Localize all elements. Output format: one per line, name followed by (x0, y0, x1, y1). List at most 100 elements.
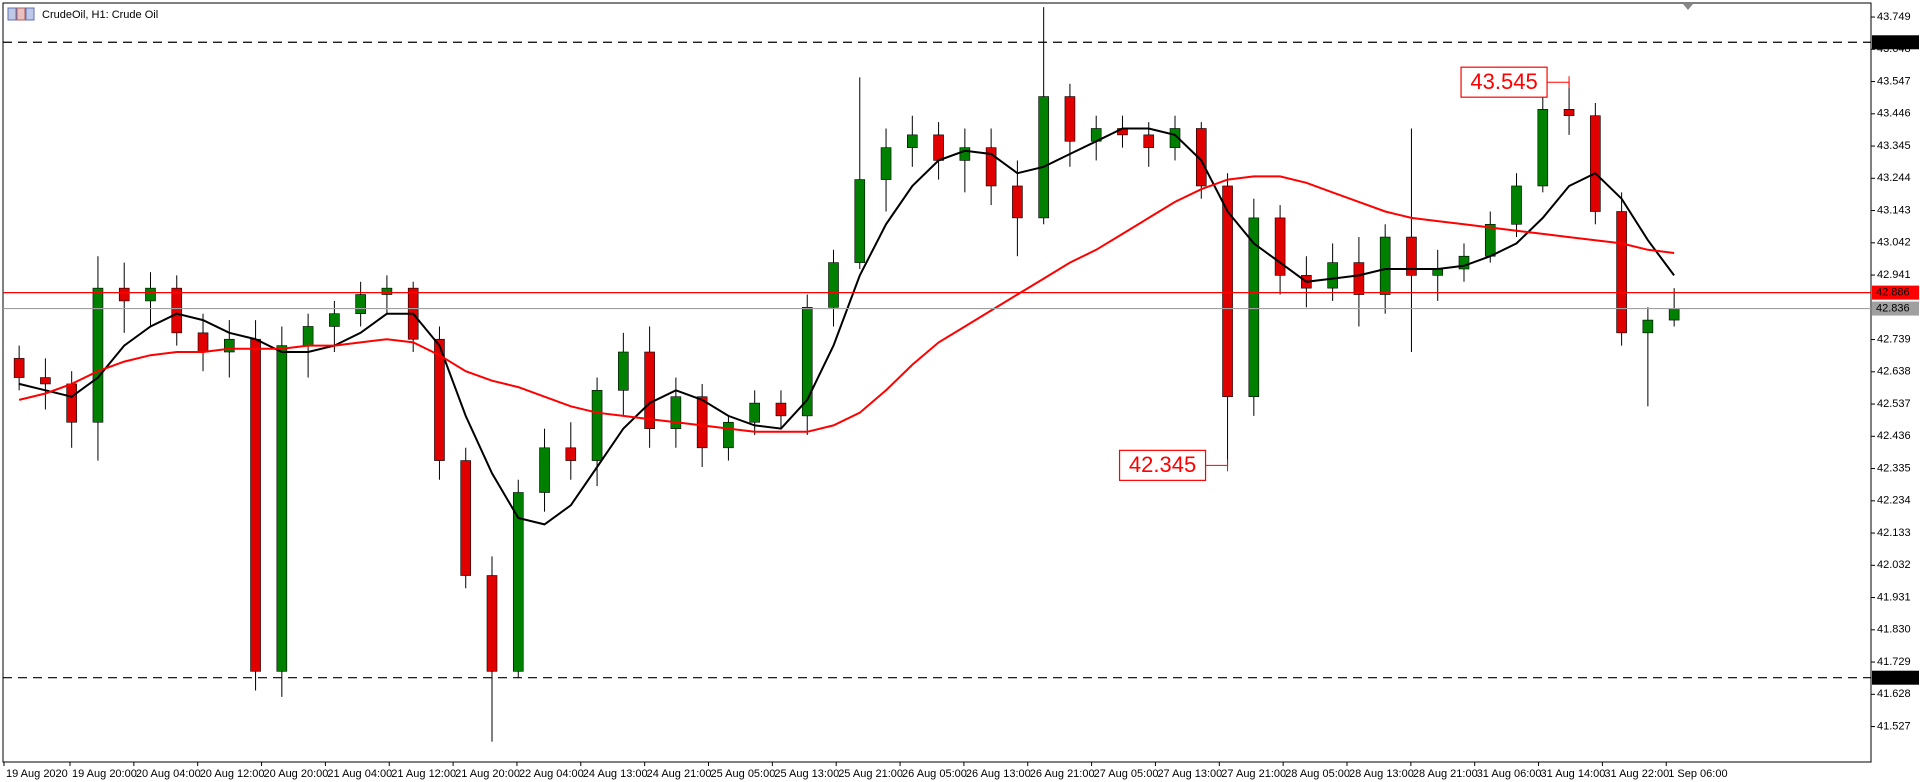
candle-body-down (933, 134, 944, 161)
x-tick-label: 25 Aug 13:00 (774, 768, 839, 780)
x-tick-label: 27 Aug 21:00 (1221, 768, 1286, 780)
x-tick-label: 31 Aug 22:00 (1604, 768, 1669, 780)
candle-body-up (591, 390, 603, 461)
x-tick-label: 26 Aug 13:00 (966, 768, 1031, 780)
x-tick-label: 27 Aug 13:00 (1157, 768, 1222, 780)
annotation-box (1460, 66, 1548, 98)
annotation-box (1118, 449, 1207, 481)
candle-body-down (1143, 134, 1155, 148)
scroll-marker (1683, 4, 1693, 10)
price-level-label: 42.836 (1876, 302, 1910, 314)
plot-frame (2, 2, 1872, 763)
candle-body-up (1642, 319, 1654, 334)
candle-body-up (723, 421, 734, 449)
y-tick-label: 41.830 (1877, 624, 1911, 636)
candle-body-down (1563, 109, 1575, 117)
annotation-label: 42.345 (1129, 452, 1196, 477)
candle-body-up (381, 287, 393, 295)
x-tick-label: 22 Aug 04:00 (519, 768, 584, 780)
x-tick-label: 31 Aug 14:00 (1541, 768, 1606, 780)
chart-title: CrudeOil, H1: Crude Oil (42, 9, 158, 21)
y-tick-label: 42.032 (1877, 559, 1911, 571)
x-tick-label: 21 Aug 12:00 (391, 768, 456, 780)
candle-body-up (1511, 185, 1522, 225)
candle-body-up (302, 326, 314, 346)
candle-body-down (460, 460, 472, 576)
candle-body-up (1248, 217, 1260, 398)
x-tick-label: 24 Aug 21:00 (647, 768, 712, 780)
candle-body-down (434, 338, 445, 461)
candle-body-down (1064, 96, 1076, 142)
candle-body-up (907, 134, 918, 148)
y-tick-label: 43.345 (1877, 140, 1911, 152)
candle-body-up (1169, 128, 1181, 148)
price-level-box (1872, 35, 1919, 50)
price-level-box (1872, 285, 1919, 300)
x-tick-label: 28 Aug 21:00 (1413, 768, 1478, 780)
candle-body-up (959, 147, 971, 161)
candle-body-up (1484, 223, 1496, 257)
candle-body-up (145, 287, 156, 302)
y-tick-label: 43.749 (1877, 11, 1911, 23)
price-level-box (1872, 670, 1919, 685)
candle-body-down (486, 575, 498, 672)
candle-body-down (197, 332, 209, 353)
x-tick-label: 28 Aug 05:00 (1285, 768, 1350, 780)
x-tick-label: 20 Aug 20:00 (264, 768, 329, 780)
candle-body-down (1590, 115, 1601, 212)
y-tick-label: 43.143 (1877, 204, 1911, 216)
annotation-label: 43.545 (1470, 69, 1537, 94)
candle-body-up (801, 307, 813, 417)
candle-body-up (1379, 236, 1391, 295)
x-tick-label: 25 Aug 05:00 (711, 768, 776, 780)
x-tick-label: 25 Aug 21:00 (838, 768, 903, 780)
candle-body-up (828, 262, 839, 308)
x-tick-label: 21 Aug 20:00 (455, 768, 520, 780)
y-tick-label: 43.042 (1877, 237, 1911, 249)
x-tick-label: 19 Aug 20:00 (72, 768, 137, 780)
x-tick-label: 26 Aug 21:00 (1030, 768, 1095, 780)
x-tick-label: 21 Aug 04:00 (327, 768, 392, 780)
x-tick-label: 27 Aug 05:00 (1094, 768, 1159, 780)
candle-body-down (1274, 217, 1286, 276)
candle-body-down (696, 396, 708, 449)
candle-body-up (1327, 262, 1338, 289)
y-tick-label: 41.628 (1877, 688, 1911, 700)
candle-body-down (250, 338, 261, 672)
price-level-label: 42.886 (1876, 287, 1910, 299)
x-tick-label: 26 Aug 05:00 (902, 768, 967, 780)
price-level-label: 41.680 (1876, 672, 1910, 684)
candle-body-down (985, 147, 997, 187)
candle-body-up (1038, 96, 1049, 219)
candle-body-up (329, 313, 340, 327)
y-tick-label: 42.436 (1877, 430, 1911, 442)
candle-body-down (775, 402, 787, 417)
price-level-box (1872, 301, 1919, 316)
candle-body-up (355, 294, 366, 314)
candle-body-down (1353, 262, 1365, 295)
candle-body-up (749, 402, 760, 423)
y-tick-label: 43.244 (1877, 172, 1911, 184)
y-tick-label: 41.931 (1877, 591, 1911, 603)
x-tick-label: 20 Aug 12:00 (200, 768, 265, 780)
y-tick-label: 41.729 (1877, 656, 1911, 668)
y-tick-label: 43.547 (1877, 75, 1911, 87)
candle-body-down (1012, 185, 1023, 219)
y-tick-label: 42.739 (1877, 333, 1911, 345)
candle-body-up (1537, 109, 1549, 187)
candle-body-up (539, 447, 550, 493)
x-tick-label: 19 Aug 2020 (6, 768, 68, 780)
candle-body-up (92, 287, 104, 423)
x-tick-label: 24 Aug 13:00 (583, 768, 648, 780)
candle-body-up (223, 338, 235, 353)
candle-body-up (618, 351, 629, 391)
y-tick-label: 42.638 (1877, 366, 1911, 378)
candle-body-down (13, 358, 25, 378)
candle-body-down (40, 377, 51, 385)
moving-average (18, 127, 1675, 526)
y-tick-label: 42.537 (1877, 398, 1911, 410)
candle-body-down (66, 383, 77, 423)
candle-body-up (670, 396, 682, 429)
y-tick-label: 42.941 (1877, 269, 1911, 281)
